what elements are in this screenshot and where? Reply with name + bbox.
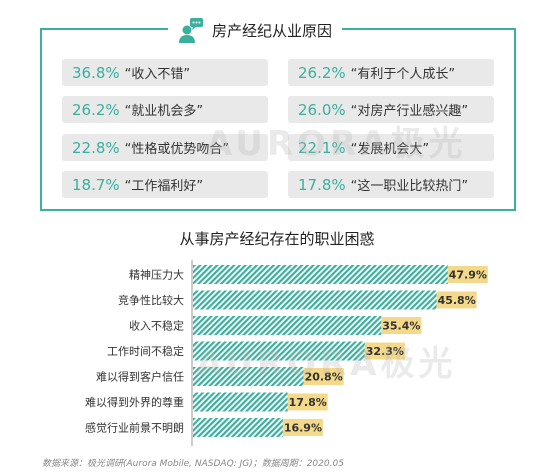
reason-pct: 17.8%	[298, 175, 346, 194]
value-label-bg	[364, 342, 405, 360]
reason-item: 26.2% “有利于个人成长”	[288, 59, 494, 86]
reason-pct: 22.8%	[72, 138, 120, 157]
category-label: 难以得到外界的尊重	[85, 395, 184, 409]
bar	[193, 316, 382, 335]
value-label: 17.8%	[289, 396, 327, 409]
panel-title-wrap: 房产经纪从业原因	[168, 14, 343, 46]
reason-label: “就业机会多”	[124, 104, 204, 119]
watermark-text-en: AURORA	[196, 344, 381, 384]
value-label: 32.3%	[366, 345, 404, 358]
category-label: 竞争性比较大	[118, 293, 184, 307]
bar	[193, 418, 283, 437]
reason-pct: 26.0%	[298, 100, 346, 119]
value-label: 16.9%	[284, 422, 322, 435]
watermark-text-cn: 极光	[390, 124, 467, 164]
reason-item: 22.8% “性格或优势吻合”	[62, 134, 268, 161]
value-label-bg	[447, 266, 488, 283]
value-label-bg	[282, 419, 323, 436]
category-label: 难以得到客户信任	[96, 370, 184, 384]
source-note: 数据来源：极光调研(Aurora Mobile, NASDAQ: JG)；数据周…	[42, 459, 344, 469]
category-label: 感觉行业前景不明朗	[85, 421, 184, 435]
reason-label: “有利于个人成长”	[350, 67, 456, 82]
reason-pct: 36.8%	[72, 63, 120, 82]
panel-title: 房产经纪从业原因	[212, 21, 333, 40]
category-label: 工作时间不稳定	[107, 344, 184, 358]
reason-pct: 26.2%	[298, 63, 346, 82]
reason-label: “性格或优势吻合”	[124, 142, 230, 157]
value-label-bg	[381, 317, 422, 334]
reason-label: “收入不错”	[124, 67, 191, 82]
category-label: 收入不稳定	[129, 319, 184, 333]
reason-pct: 22.1%	[298, 138, 346, 157]
bar	[193, 367, 304, 386]
reason-pct: 18.7%	[72, 175, 120, 194]
reason-pct: 26.2%	[72, 100, 120, 119]
reason-item: 36.8% “收入不错”	[62, 59, 268, 86]
category-label: 精神压力大	[129, 268, 184, 282]
reason-label: “工作福利好”	[124, 179, 204, 194]
reason-item: 22.1% “发展机会大”	[288, 134, 494, 161]
value-label: 35.4%	[382, 320, 420, 333]
watermark-top: AURORA极光	[206, 116, 466, 165]
value-label-bg	[436, 291, 477, 309]
bar	[193, 290, 437, 310]
reason-label: “这一职业比较热门”	[350, 179, 469, 194]
value-label: 20.8%	[305, 371, 343, 384]
reason-label: “发展机会大”	[350, 142, 430, 157]
reason-item: 26.2% “就业机会多”	[62, 96, 268, 123]
reason-item: 18.7% “工作福利好”	[62, 171, 268, 198]
watermark-bottom: AURORA极光	[196, 336, 456, 385]
reason-item: 17.8% “这一职业比较热门”	[288, 171, 494, 198]
value-label: 47.9%	[449, 269, 487, 282]
watermark-text-en: AURORA	[206, 124, 391, 164]
reason-item: 26.0% “对房产行业感兴趣”	[288, 96, 494, 123]
bar	[193, 341, 365, 361]
value-label-bg	[303, 368, 344, 385]
bar	[193, 392, 288, 412]
value-label: 45.8%	[438, 294, 476, 307]
bar	[193, 265, 448, 284]
chart-title: 从事房产经纪存在的职业困惑	[179, 230, 375, 248]
person-chat-icon	[179, 18, 203, 43]
reason-label: “对房产行业感兴趣”	[350, 104, 469, 119]
watermark-text-cn: 极光	[380, 344, 457, 384]
value-label-bg	[287, 393, 328, 411]
